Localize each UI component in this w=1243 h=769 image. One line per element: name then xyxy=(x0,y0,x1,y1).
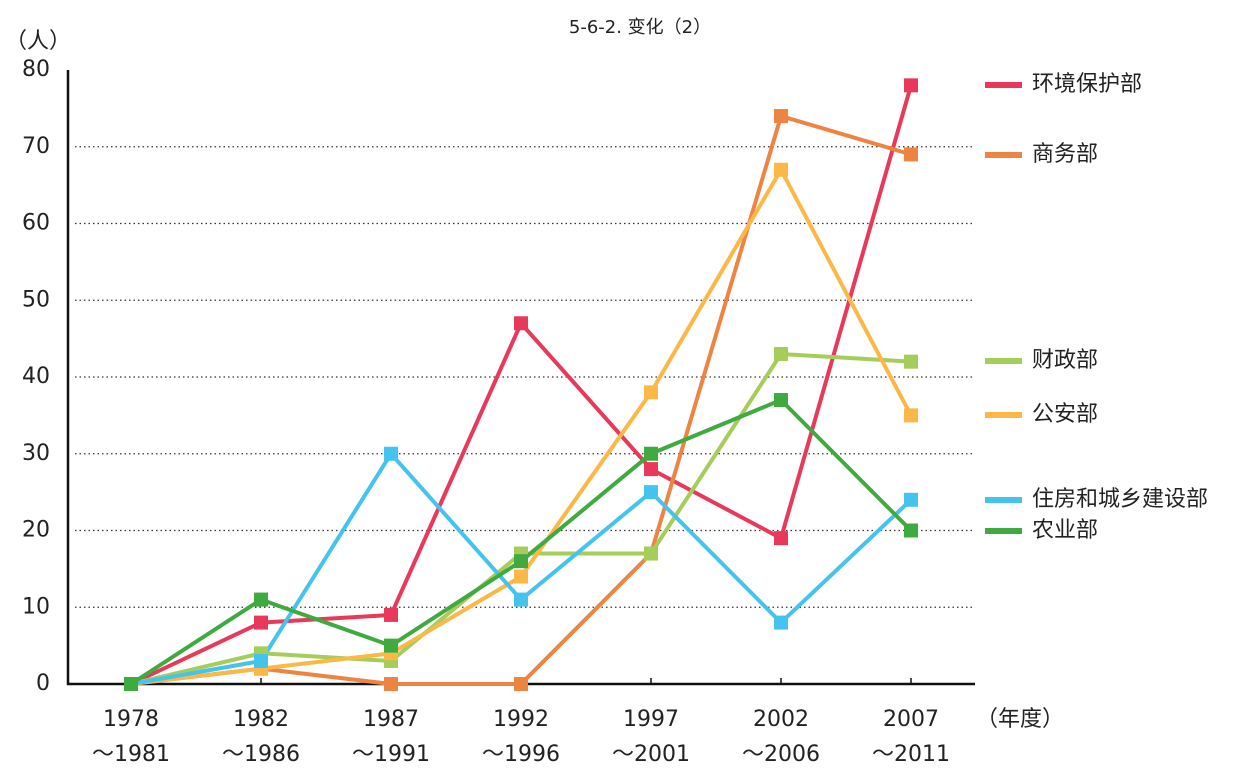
marker xyxy=(124,677,138,691)
marker xyxy=(774,615,788,630)
marker xyxy=(514,569,528,584)
marker xyxy=(774,162,788,177)
y-axis-label: （人） xyxy=(5,29,71,54)
marker xyxy=(904,78,918,93)
marker xyxy=(384,677,398,691)
legend-label: 公安部 xyxy=(1032,402,1098,427)
marker xyxy=(644,546,658,561)
chart-title: 5-6-2. 变化（2） xyxy=(569,17,711,38)
marker xyxy=(904,492,918,507)
marker xyxy=(384,446,398,461)
marker xyxy=(384,607,398,622)
x-tick-label: ～1996 xyxy=(482,742,560,767)
marker xyxy=(254,653,268,668)
y-tick-label: 10 xyxy=(22,594,50,619)
series-line xyxy=(129,398,913,686)
legend-label: 环境保护部 xyxy=(1032,72,1142,97)
marker xyxy=(514,592,528,607)
marker xyxy=(384,638,398,653)
y-tick-label: 50 xyxy=(22,287,50,312)
marker xyxy=(774,346,788,361)
marker xyxy=(774,531,788,546)
series-line xyxy=(130,351,912,686)
legend-label: 财政部 xyxy=(1032,348,1098,373)
x-tick-label: ～2011 xyxy=(872,742,950,767)
marker xyxy=(254,592,268,607)
legend-label: 住房和城乡建设部 xyxy=(1032,487,1208,512)
y-tick-label: 0 xyxy=(36,671,50,696)
x-tick-label: 1992 xyxy=(493,707,549,732)
legend-label: 农业部 xyxy=(1032,518,1098,543)
marker xyxy=(514,677,528,691)
y-tick-label: 20 xyxy=(22,518,50,543)
marker xyxy=(774,393,788,408)
x-tick-label: 1978 xyxy=(103,707,159,732)
x-tick-label: 1987 xyxy=(363,707,419,732)
marker xyxy=(904,147,918,162)
marker xyxy=(904,354,918,369)
y-tick-label: 30 xyxy=(22,441,50,466)
x-tick-label: ～1991 xyxy=(352,742,430,767)
x-tick-label: 1997 xyxy=(623,707,679,732)
marker xyxy=(254,615,268,630)
x-tick-label: ～1981 xyxy=(92,742,170,767)
marker xyxy=(514,316,528,331)
marker xyxy=(644,385,658,400)
marker xyxy=(644,446,658,461)
marker xyxy=(644,462,658,477)
marker xyxy=(904,408,918,423)
x-tick-label: ～2006 xyxy=(742,742,820,767)
x-tick-label: ～1986 xyxy=(222,742,300,767)
marker xyxy=(904,523,918,538)
y-tick-label: 40 xyxy=(22,364,50,389)
y-tick-label: 60 xyxy=(22,211,50,236)
marker xyxy=(514,554,528,569)
x-axis-label: （年度） xyxy=(976,707,1064,732)
x-tick-label: 2002 xyxy=(753,707,809,732)
x-tick-label: 2007 xyxy=(883,707,939,732)
y-tick-label: 80 xyxy=(22,57,50,82)
x-tick-label: 1982 xyxy=(233,707,289,732)
x-tick-label: ～2001 xyxy=(612,742,690,767)
y-tick-label: 70 xyxy=(22,134,50,159)
legend-label: 商务部 xyxy=(1032,142,1098,167)
marker xyxy=(644,485,658,500)
marker xyxy=(774,109,788,124)
